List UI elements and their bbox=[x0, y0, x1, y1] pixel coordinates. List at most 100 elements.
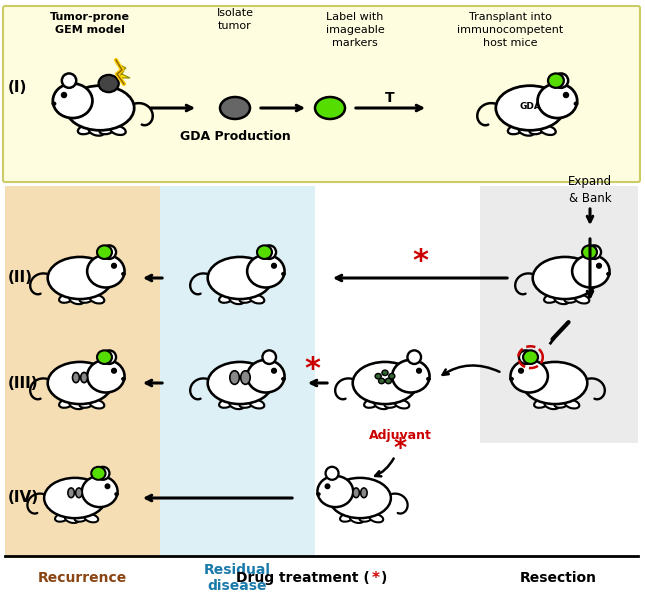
Ellipse shape bbox=[510, 377, 513, 380]
Text: *: * bbox=[372, 570, 380, 585]
Ellipse shape bbox=[247, 255, 284, 288]
Ellipse shape bbox=[90, 295, 104, 303]
Ellipse shape bbox=[382, 370, 388, 376]
Text: T: T bbox=[385, 91, 395, 105]
Text: Adjuvant: Adjuvant bbox=[368, 429, 432, 441]
Ellipse shape bbox=[325, 484, 330, 489]
Ellipse shape bbox=[607, 273, 610, 275]
Text: *: * bbox=[393, 436, 406, 460]
Text: Isolate
tumor: Isolate tumor bbox=[217, 8, 253, 31]
Ellipse shape bbox=[523, 350, 538, 364]
Ellipse shape bbox=[55, 513, 69, 521]
Ellipse shape bbox=[61, 93, 66, 97]
Ellipse shape bbox=[219, 294, 233, 303]
Ellipse shape bbox=[88, 126, 104, 136]
Ellipse shape bbox=[115, 493, 118, 495]
Ellipse shape bbox=[112, 368, 116, 373]
Ellipse shape bbox=[81, 373, 88, 383]
Text: Transplant into
immunocompetent
host mice: Transplant into immunocompetent host mic… bbox=[457, 12, 563, 48]
Ellipse shape bbox=[44, 478, 106, 518]
Ellipse shape bbox=[241, 371, 250, 385]
Text: (III): (III) bbox=[8, 376, 39, 390]
Ellipse shape bbox=[78, 125, 94, 134]
Ellipse shape bbox=[385, 379, 392, 384]
Ellipse shape bbox=[69, 401, 84, 409]
Text: Resection: Resection bbox=[519, 571, 597, 585]
Ellipse shape bbox=[66, 86, 134, 130]
Ellipse shape bbox=[79, 399, 94, 408]
Ellipse shape bbox=[48, 362, 112, 404]
Ellipse shape bbox=[375, 374, 381, 379]
Ellipse shape bbox=[340, 513, 354, 521]
Ellipse shape bbox=[272, 263, 276, 268]
Ellipse shape bbox=[548, 74, 564, 88]
Ellipse shape bbox=[87, 360, 124, 392]
Ellipse shape bbox=[52, 102, 55, 105]
FancyBboxPatch shape bbox=[3, 6, 640, 182]
Text: *: * bbox=[412, 248, 428, 276]
Ellipse shape bbox=[72, 373, 79, 383]
Ellipse shape bbox=[97, 467, 110, 480]
Ellipse shape bbox=[122, 273, 125, 275]
Ellipse shape bbox=[564, 93, 568, 97]
Ellipse shape bbox=[574, 102, 578, 105]
Ellipse shape bbox=[239, 294, 254, 303]
Ellipse shape bbox=[544, 401, 559, 409]
Ellipse shape bbox=[257, 245, 272, 259]
Ellipse shape bbox=[48, 257, 112, 299]
Ellipse shape bbox=[364, 399, 379, 408]
Ellipse shape bbox=[105, 484, 110, 489]
Ellipse shape bbox=[565, 399, 579, 408]
Ellipse shape bbox=[379, 379, 384, 384]
Text: (IV): (IV) bbox=[8, 490, 39, 505]
Ellipse shape bbox=[97, 350, 112, 364]
Ellipse shape bbox=[361, 488, 367, 498]
Ellipse shape bbox=[282, 273, 285, 275]
Ellipse shape bbox=[530, 125, 545, 134]
Ellipse shape bbox=[522, 362, 588, 404]
Text: Label with
imageable
markers: Label with imageable markers bbox=[326, 12, 384, 48]
Ellipse shape bbox=[263, 350, 276, 364]
Ellipse shape bbox=[329, 478, 391, 518]
Text: (I): (I) bbox=[8, 81, 27, 96]
Text: GDA: GDA bbox=[519, 102, 541, 111]
Ellipse shape bbox=[103, 350, 116, 364]
Ellipse shape bbox=[250, 295, 264, 303]
Ellipse shape bbox=[247, 360, 284, 392]
Ellipse shape bbox=[317, 476, 353, 507]
Text: GDA Production: GDA Production bbox=[179, 130, 290, 142]
Ellipse shape bbox=[220, 97, 250, 119]
Ellipse shape bbox=[417, 368, 421, 373]
Ellipse shape bbox=[90, 399, 104, 408]
Ellipse shape bbox=[392, 360, 430, 392]
Ellipse shape bbox=[572, 255, 610, 288]
Ellipse shape bbox=[395, 399, 410, 408]
Ellipse shape bbox=[82, 476, 117, 507]
Ellipse shape bbox=[510, 360, 548, 392]
Ellipse shape bbox=[555, 399, 569, 408]
Ellipse shape bbox=[537, 84, 577, 118]
Text: ): ) bbox=[381, 571, 388, 585]
Ellipse shape bbox=[496, 86, 564, 130]
Ellipse shape bbox=[519, 350, 533, 364]
Ellipse shape bbox=[544, 294, 559, 303]
Ellipse shape bbox=[208, 257, 272, 299]
Text: Drug treatment (: Drug treatment ( bbox=[236, 571, 370, 585]
Ellipse shape bbox=[75, 513, 88, 521]
Ellipse shape bbox=[62, 74, 76, 88]
Ellipse shape bbox=[75, 488, 82, 498]
Ellipse shape bbox=[230, 295, 244, 304]
Text: Expand
& Bank: Expand & Bank bbox=[568, 175, 612, 205]
Ellipse shape bbox=[99, 75, 119, 92]
Ellipse shape bbox=[239, 399, 254, 408]
Ellipse shape bbox=[588, 245, 601, 259]
Ellipse shape bbox=[122, 377, 125, 380]
Ellipse shape bbox=[110, 126, 126, 135]
Ellipse shape bbox=[370, 514, 383, 522]
Text: Tumor-prone
GEM model: Tumor-prone GEM model bbox=[50, 12, 130, 35]
Ellipse shape bbox=[519, 126, 534, 136]
Ellipse shape bbox=[350, 515, 364, 523]
Ellipse shape bbox=[219, 399, 233, 408]
Ellipse shape bbox=[272, 368, 276, 373]
Ellipse shape bbox=[230, 401, 244, 409]
